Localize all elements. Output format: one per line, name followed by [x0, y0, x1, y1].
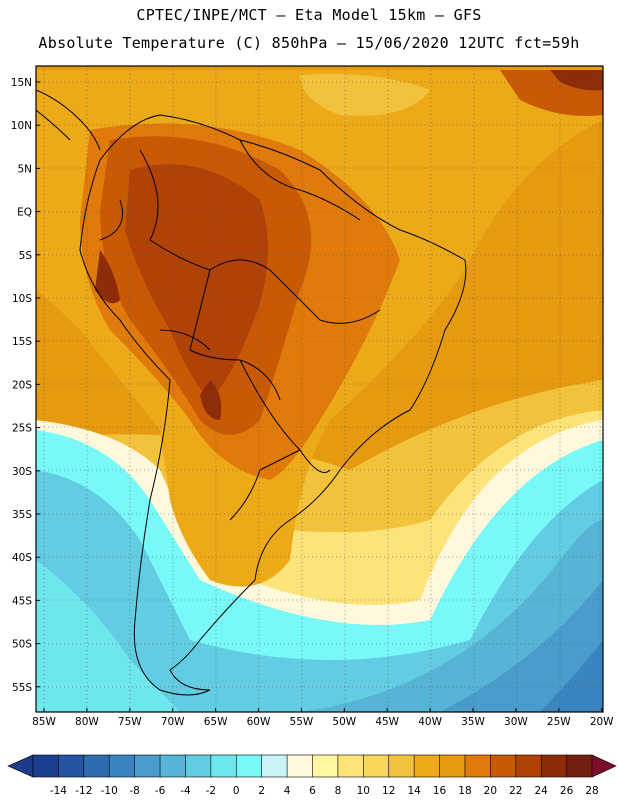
legend-value: 22: [509, 785, 522, 797]
lon-label: 25W: [547, 716, 571, 728]
legend-value: -8: [129, 785, 139, 797]
lat-label: 15N: [11, 77, 32, 89]
lat-label: 20S: [12, 379, 32, 391]
legend-value: -2: [206, 785, 216, 797]
lon-label: 80W: [75, 716, 99, 728]
legend-value: -4: [180, 785, 191, 797]
legend-swatch: [261, 754, 288, 778]
lon-label: 65W: [204, 716, 228, 728]
lat-label: 25S: [12, 423, 32, 435]
legend-swatch: [286, 754, 314, 778]
legend-swatch: [515, 754, 542, 778]
legend-value: 0: [233, 785, 240, 797]
color-legend-labels: -14 -12 -10 -8 -6 -4 -2 0 2 4 6 8 10 12 14 16 18 20 22 24 26…: [50, 785, 599, 797]
legend-value: 24: [534, 785, 548, 797]
legend-value: 28: [585, 785, 598, 797]
legend-value: 26: [560, 785, 574, 797]
lon-label: 75W: [118, 716, 142, 728]
lat-label: EQ: [17, 207, 32, 219]
legend-swatch: [337, 754, 364, 778]
lat-label: 10S: [12, 293, 32, 305]
lat-label: 30S: [12, 466, 32, 478]
legend-swatch: [363, 754, 390, 778]
lon-label: 45W: [375, 716, 399, 728]
legend-swatch: [58, 754, 85, 778]
legend-value: 20: [484, 785, 497, 797]
legend-value: -14: [50, 785, 67, 797]
legend-swatch: [185, 754, 212, 778]
legend-value: 12: [382, 785, 395, 797]
lat-label: 55S: [12, 682, 32, 694]
lon-label: 20W: [590, 716, 614, 728]
legend-low-cap: [7, 754, 34, 778]
chart-title-line2: Absolute Temperature (C) 850hPa – 15/06/…: [38, 34, 580, 52]
legend-value: 14: [407, 785, 421, 797]
lon-label: 60W: [247, 716, 271, 728]
lon-label: 40W: [418, 716, 442, 728]
legend-value: 4: [284, 785, 291, 797]
lon-label: 35W: [461, 716, 485, 728]
legend-value: 18: [458, 785, 471, 797]
legend-swatch: [566, 754, 593, 778]
legend-swatch: [388, 754, 415, 778]
lat-label: 15S: [12, 336, 32, 348]
legend-swatch: [439, 754, 466, 778]
lat-axis-labels: 15N 10N 5N EQ 5S 10S 15S 20S 25S 30S 35S 40S 45S 50S 5…: [11, 77, 33, 694]
lat-ticks: [36, 81, 40, 688]
lon-label: 50W: [332, 716, 356, 728]
legend-value: -12: [75, 785, 92, 797]
legend-swatch: [540, 754, 568, 778]
legend-value: 16: [433, 785, 447, 797]
lat-lon-grid: [36, 66, 603, 712]
legend-swatch: [159, 754, 187, 778]
legend-value: 2: [258, 785, 265, 797]
lat-label: 5N: [17, 163, 32, 175]
legend-swatch: [32, 754, 60, 778]
legend-value: -6: [155, 785, 166, 797]
country-borders: [36, 89, 467, 696]
chart-title-line1: CPTEC/INPE/MCT – Eta Model 15km – GFS: [136, 6, 482, 24]
lat-label: 40S: [12, 552, 32, 564]
legend-value: 8: [335, 785, 342, 797]
lat-label: 5S: [19, 250, 33, 262]
lon-label: 55W: [290, 716, 314, 728]
legend-swatch: [464, 754, 491, 778]
legend-high-cap: [591, 754, 617, 778]
legend-swatch: [490, 754, 517, 778]
lat-label: 45S: [12, 595, 32, 607]
lon-label: 85W: [32, 716, 56, 728]
color-legend: [7, 754, 617, 778]
lat-label: 10N: [11, 120, 32, 132]
legend-swatch: [413, 754, 441, 778]
lon-axis-labels: 85W 80W 75W 70W 65W 60W 55W 50W 45W 40W 35W 30W 25W 2…: [32, 716, 614, 728]
temperature-field: [36, 66, 603, 712]
lat-label: 35S: [12, 509, 32, 521]
legend-swatch: [134, 754, 161, 778]
legend-value: 6: [309, 785, 316, 797]
legend-swatch: [235, 754, 263, 778]
legend-swatch: [312, 754, 339, 778]
lon-ticks: [43, 708, 603, 712]
legend-value: 10: [357, 785, 370, 797]
map-frame: [35, 65, 604, 713]
lon-label: 70W: [161, 716, 185, 728]
lat-label: 50S: [12, 639, 32, 651]
legend-swatch: [83, 754, 110, 778]
legend-swatch: [108, 754, 136, 778]
lon-label: 30W: [504, 716, 528, 728]
legend-value: -10: [101, 785, 118, 797]
legend-swatch: [210, 754, 237, 778]
